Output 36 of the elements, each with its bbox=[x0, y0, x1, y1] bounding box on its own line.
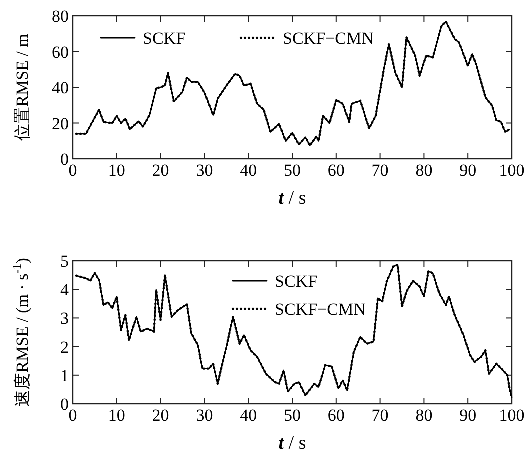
y-tick-label: 20 bbox=[52, 114, 69, 134]
x-tick-label: 60 bbox=[328, 161, 345, 180]
x-tick-label: 30 bbox=[196, 161, 214, 180]
legend-label: SCKF−CMN bbox=[283, 29, 374, 48]
legend-label: SCKF bbox=[143, 29, 186, 48]
y-tick-label: 60 bbox=[52, 42, 69, 62]
x-tick-label: 20 bbox=[152, 406, 170, 425]
y-tick-label: 80 bbox=[52, 7, 69, 26]
x-tick-label: 10 bbox=[108, 406, 126, 425]
x-tick-label: 100 bbox=[499, 161, 525, 180]
y-tick-label: 5 bbox=[60, 252, 69, 271]
x-tick-label: 10 bbox=[108, 161, 126, 180]
x-tick-label: 50 bbox=[284, 161, 301, 180]
x-tick-label: 70 bbox=[372, 161, 389, 180]
x-tick-label: 40 bbox=[240, 406, 258, 425]
x-tick-label: 50 bbox=[284, 406, 301, 425]
x-tick-label: 60 bbox=[328, 406, 345, 425]
x-tick-label: 30 bbox=[196, 406, 214, 425]
y-tick-label: 40 bbox=[52, 78, 69, 98]
x-tick-label: 90 bbox=[460, 406, 477, 425]
legend-label: SCKF bbox=[275, 272, 318, 291]
y-tick-label: 4 bbox=[60, 280, 70, 300]
x-tick-label: 80 bbox=[416, 161, 433, 180]
x-tick-label: 20 bbox=[152, 161, 170, 180]
x-axis-title: t / s bbox=[278, 188, 306, 209]
x-axis-title: t / s bbox=[278, 433, 306, 454]
y-tick-label: 2 bbox=[60, 338, 69, 357]
x-tick-label: 90 bbox=[460, 161, 477, 180]
y-tick-label: 3 bbox=[60, 309, 69, 328]
legend-label: SCKF−CMN bbox=[275, 300, 366, 319]
y-tick-label: 1 bbox=[60, 366, 69, 386]
x-tick-label: 40 bbox=[240, 161, 258, 180]
x-tick-label: 80 bbox=[416, 406, 433, 425]
y-axis-title: 位置RMSE / m bbox=[13, 34, 32, 141]
x-tick-label: 70 bbox=[372, 406, 389, 425]
x-tick-label: 100 bbox=[499, 406, 525, 425]
